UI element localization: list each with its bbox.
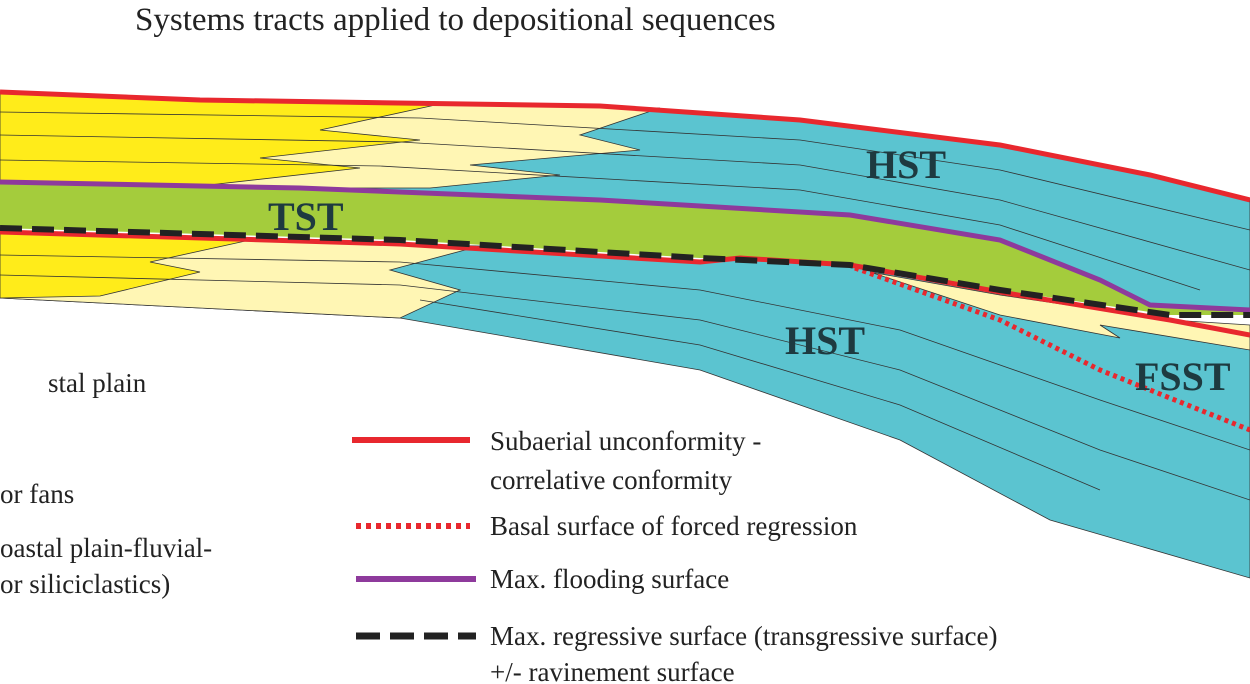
subaerial-unconformity: [0, 229, 1250, 338]
left-legend-text: or fans: [0, 479, 74, 509]
basal-surface-forced-regression: [854, 265, 1250, 433]
left-legend-text: stal plain: [48, 368, 147, 398]
subaerial-unconformity: [0, 89, 1250, 203]
tst: [0, 182, 1250, 315]
strata: [0, 134, 1250, 271]
legend-text: Subaerial unconformity -: [490, 426, 761, 456]
strata: [0, 159, 1201, 291]
max-flooding-surface: [0, 179, 1250, 313]
max-regressive-surface: [0, 225, 1250, 318]
legend-text: correlative conformity: [490, 465, 733, 495]
legend-text: Max. flooding surface: [490, 564, 729, 594]
left-legend-text: oastal plain-fluvial-: [0, 533, 212, 563]
strata: [0, 111, 1250, 231]
tract-label: FSST: [1135, 354, 1231, 399]
legend-text: +/- ravinement surface: [490, 657, 735, 684]
title: Systems tracts applied to depositional s…: [135, 2, 776, 38]
strata: [0, 254, 1250, 451]
tract-label: HST: [785, 318, 865, 363]
strata: [0, 274, 1250, 501]
tract-label: HST: [866, 142, 946, 187]
tract-label: TST: [268, 194, 344, 239]
left-legend-text: or siliciclastics): [0, 569, 170, 599]
legend-text: Basal surface of forced regression: [490, 511, 858, 541]
legend-text: Max. regressive surface (transgressive s…: [490, 621, 998, 651]
strata: [419, 299, 1101, 491]
